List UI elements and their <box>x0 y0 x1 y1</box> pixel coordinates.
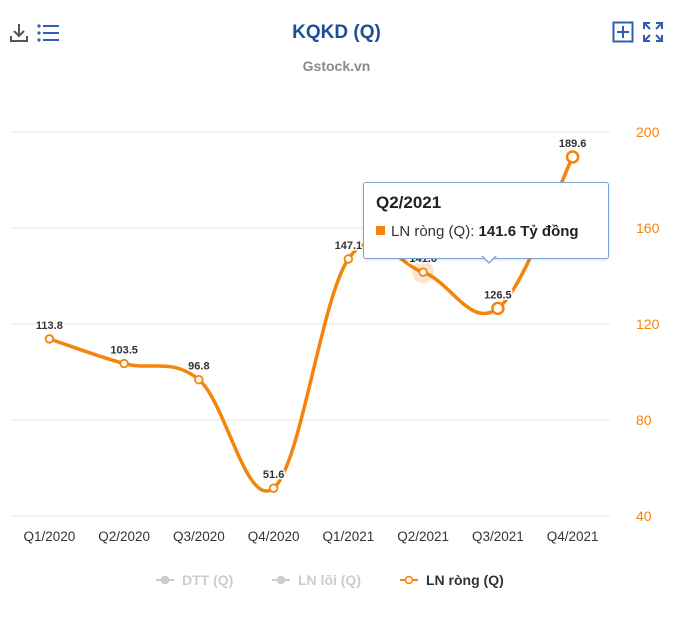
data-point <box>565 150 580 164</box>
data-label: 189.6 <box>559 138 587 150</box>
data-label: 96.8 <box>188 361 209 373</box>
data-point <box>268 483 279 493</box>
x-tick-label: Q2/2021 <box>397 529 449 544</box>
tooltip-series-marker <box>376 226 385 235</box>
data-label: 147.1 <box>335 240 363 252</box>
legend-item-label[interactable]: DTT (Q) <box>182 572 233 588</box>
data-point <box>119 358 129 369</box>
plus-box-icon[interactable] <box>612 21 634 43</box>
x-tick-label: Q3/2021 <box>472 529 524 544</box>
data-point <box>418 267 428 277</box>
tooltip-row: LN ròng (Q): 141.6 Tỷ đồng <box>376 223 579 240</box>
x-tick-label: Q4/2020 <box>248 529 300 544</box>
tooltip-value: 141.6 Tỷ đồng <box>478 223 579 240</box>
x-tick-label: Q1/2021 <box>322 529 374 544</box>
tooltip-title: Q2/2021 <box>376 193 442 212</box>
fullscreen-icon[interactable] <box>642 21 664 43</box>
data-point <box>44 334 55 344</box>
legend-marker <box>404 575 414 585</box>
legend-item-label[interactable]: LN lõi (Q) <box>298 572 361 588</box>
legend-marker <box>160 575 170 585</box>
tooltip: Q2/2021 LN ròng (Q): 141.6 Tỷ đồng <box>363 182 609 259</box>
x-tick-label: Q4/2021 <box>547 529 599 544</box>
data-label: 113.8 <box>36 320 63 332</box>
legend-marker <box>276 575 286 585</box>
data-label: 126.5 <box>484 289 512 301</box>
x-tick-label: Q3/2020 <box>173 529 225 544</box>
x-tick-label: Q1/2020 <box>23 529 75 544</box>
y-tick-label: 120 <box>636 316 660 332</box>
y-tick-label: 80 <box>636 412 652 428</box>
x-tick-label: Q2/2020 <box>98 529 150 544</box>
y-tick-label: 40 <box>636 508 652 524</box>
data-label: 103.5 <box>110 345 138 357</box>
tooltip-arrow-inner <box>482 255 496 262</box>
data-point <box>491 301 505 316</box>
download-icon[interactable] <box>8 22 30 44</box>
y-tick-label: 200 <box>636 124 660 140</box>
data-label: 51.6 <box>263 469 284 481</box>
data-point <box>194 374 204 385</box>
legend-item-label[interactable]: LN ròng (Q) <box>426 572 504 588</box>
chart-subtitle: Gstock.vn <box>302 58 371 74</box>
list-icon[interactable] <box>36 22 60 44</box>
y-tick-label: 160 <box>636 220 660 236</box>
tooltip-series-label: LN ròng (Q): <box>391 223 479 240</box>
data-point <box>343 254 354 264</box>
chart-title: KQKD (Q) <box>292 22 381 43</box>
